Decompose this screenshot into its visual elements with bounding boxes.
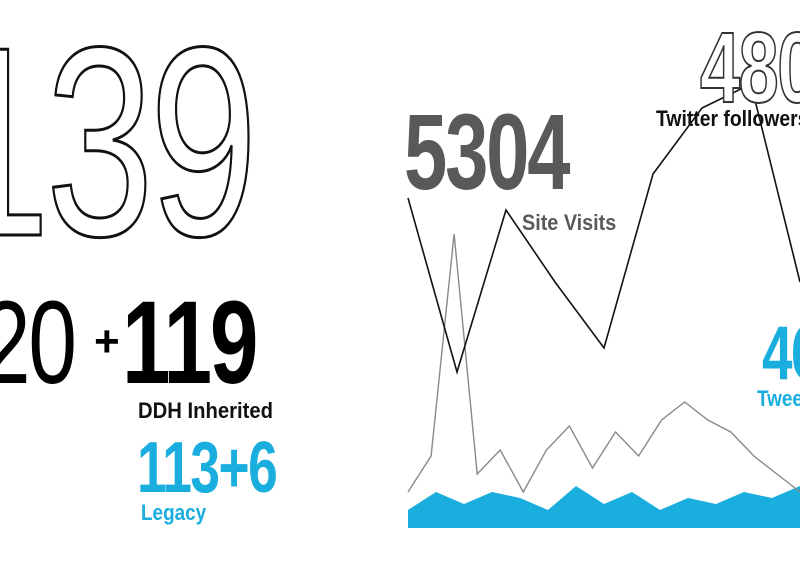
sum-left-value: 20 (0, 277, 77, 409)
twitter-followers-label: Twitter followers (656, 106, 800, 131)
twitter-followers-value: 480 (699, 12, 800, 124)
plus-sign: + (94, 317, 120, 366)
site-visits-label: Site Visits (522, 210, 617, 235)
series-gray-line (407, 233, 800, 494)
legacy-label: Legacy (141, 500, 207, 525)
tweets-value: 46 (762, 311, 800, 396)
series-black-line (407, 82, 800, 375)
series-area (408, 486, 800, 528)
site-visits-value: 5304 (404, 91, 571, 212)
legacy-value: 113+6 (137, 428, 278, 508)
total-count: 139 (0, 0, 259, 293)
sum-right-value: 119 (122, 277, 258, 409)
tweets-label: Tweets (757, 386, 800, 411)
inherited-sum: 20 + 119 (0, 284, 258, 402)
ddh-inherited-label: DDH Inherited (138, 398, 273, 423)
